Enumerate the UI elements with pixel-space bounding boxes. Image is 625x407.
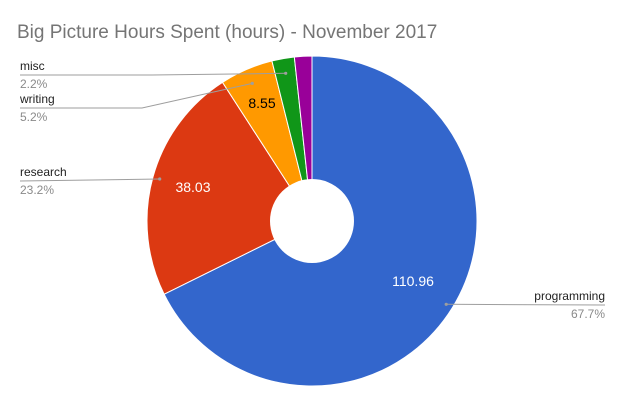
- callout-line-writing: [20, 82, 253, 109]
- callout-line-research: [19, 178, 160, 182]
- slice-value-label-writing: 8.55: [248, 95, 275, 111]
- callout-dot-research: [158, 177, 162, 181]
- callout-label-writing: writing: [19, 92, 55, 106]
- slice-value-label-programming: 110.96: [392, 273, 434, 289]
- chart-title: Big Picture Hours Spent (hours) - Novemb…: [17, 22, 437, 43]
- callout-label-misc: misc: [20, 59, 45, 73]
- callout-dot-writing: [250, 81, 254, 85]
- donut-hole: [270, 179, 354, 263]
- callout-percent-misc: 2.2%: [20, 77, 48, 91]
- slice-value-label-research: 38.03: [175, 179, 210, 195]
- pie-slice-research: [146, 81, 313, 295]
- callouts-layer: programming 67.7% research 23.2% writing 5.2%…: [19, 59, 605, 321]
- callout-label-programming: programming: [534, 289, 605, 303]
- callout-line-programming: [446, 303, 606, 306]
- callout-dot-programming: [444, 302, 448, 306]
- labels-layer: 110.96 38.03 8.55: [175, 95, 434, 289]
- callout-label-research: research: [20, 165, 67, 179]
- callout-percent-research: 23.2%: [20, 183, 54, 197]
- callout-dot-misc: [284, 71, 288, 75]
- callout-percent-writing: 5.2%: [20, 110, 48, 124]
- callout-line-misc: [20, 72, 286, 76]
- callout-percent-programming: 67.7%: [571, 307, 605, 321]
